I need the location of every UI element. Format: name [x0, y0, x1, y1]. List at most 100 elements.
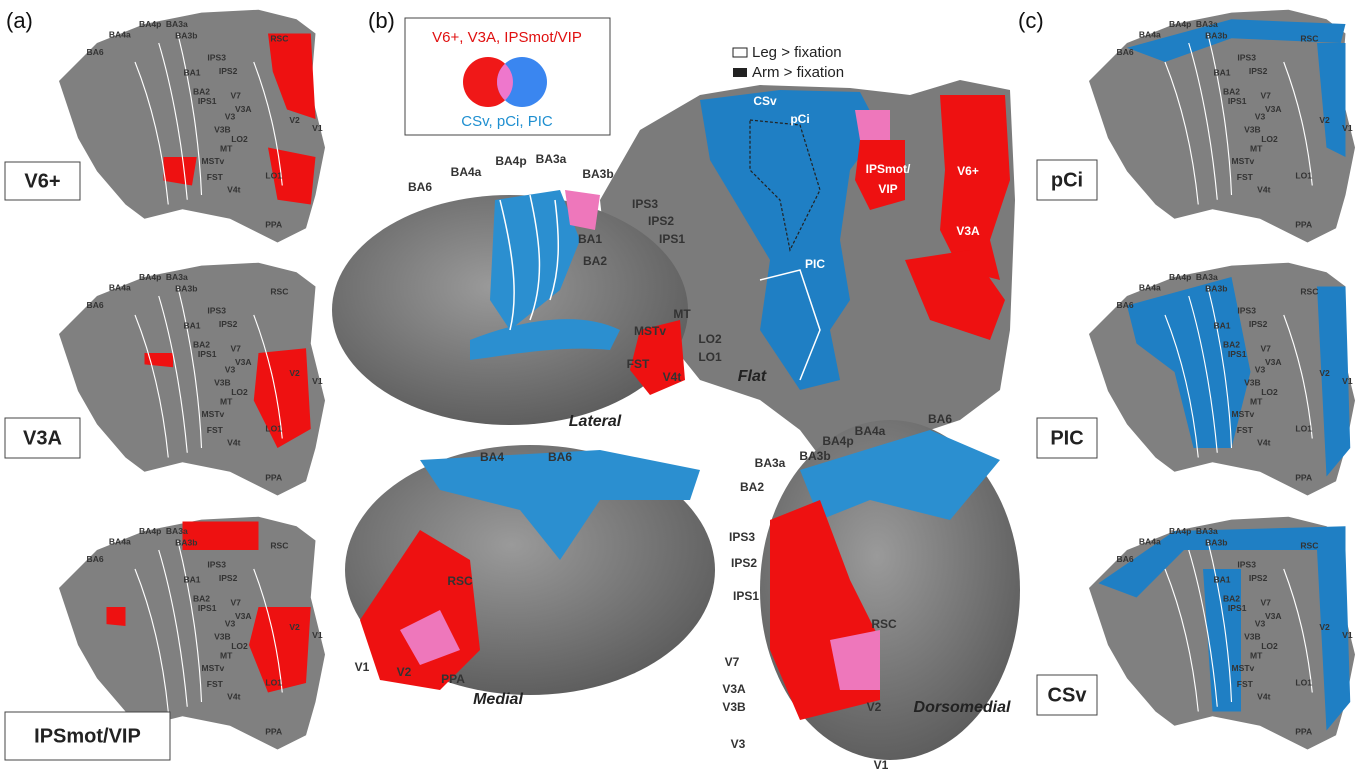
area-label: IPS2 [219, 573, 238, 583]
pink-patch [565, 190, 600, 230]
area-label: BA6 [87, 47, 104, 57]
area-label: IPS3 [207, 305, 226, 315]
area-label: FST [627, 357, 650, 371]
area-label: V7 [230, 90, 241, 100]
area-label: V3A [235, 611, 252, 621]
area-label: BA4a [109, 30, 131, 40]
area-label: BA3a [1196, 526, 1218, 536]
area-label: BA3a [1196, 272, 1218, 282]
area-label: V7 [1260, 343, 1271, 353]
area-label: MT [1250, 144, 1263, 154]
area-label: RSC [871, 617, 897, 631]
area-label: BA1 [578, 232, 602, 246]
area-label: PPA [265, 473, 282, 483]
area-label: IPS1 [1228, 603, 1247, 613]
flatmap: BA6BA4aBA4pBA3aBA3bRSCIPS3IPS2BA1BA2IPS1… [1089, 517, 1355, 750]
area-label: BA3a [166, 526, 188, 536]
area-label: V7 [725, 655, 740, 669]
figure: V6+, V3A, IPSmot/VIP CSv, pCi, PIC Leg >… [0, 0, 1359, 777]
area-label: V3A [235, 104, 252, 114]
area-label: BA4a [451, 165, 482, 179]
area-label: V7 [230, 343, 241, 353]
area-label: LO2 [698, 332, 722, 346]
area-label: V1 [355, 660, 370, 674]
area-label: BA1 [183, 321, 200, 331]
area-label: V6+ [957, 164, 979, 178]
area-label: MSTv [1232, 409, 1255, 419]
area-label: LO1 [265, 423, 282, 433]
area-label: BA4p [139, 19, 161, 29]
area-label: V3 [225, 364, 236, 374]
area-label: V1 [312, 630, 323, 640]
area-label: V3B [722, 700, 746, 714]
area-label: LO2 [1261, 134, 1278, 144]
area-label: BA3b [1205, 538, 1227, 548]
area-label: IPS3 [207, 52, 226, 62]
area-label: BA6 [928, 412, 952, 426]
area-label: MT [220, 651, 233, 661]
area-label: BA3b [175, 284, 197, 294]
area-label: V1 [1342, 376, 1353, 386]
area-label: BA2 [740, 480, 764, 494]
area-label: V3B [1244, 125, 1261, 135]
view-name: Lateral [569, 413, 622, 430]
area-label: BA4p [139, 526, 161, 536]
area-label: BA3b [1205, 31, 1227, 41]
area-label: V3 [225, 618, 236, 628]
area-label: IPS3 [729, 530, 755, 544]
area-label: IPS2 [1249, 66, 1268, 76]
area-label: LO1 [1295, 677, 1312, 687]
area-label: LO2 [231, 641, 248, 651]
area-label: IPS3 [207, 559, 226, 569]
area-label: LO1 [1295, 170, 1312, 180]
area-label: V3A [956, 224, 980, 238]
area-label: RSC [1300, 540, 1318, 550]
map-title: PIC [1050, 427, 1083, 449]
area-label: MSTv [634, 324, 666, 338]
area-label: BA3b [175, 31, 197, 41]
area-label: V3A [1265, 104, 1282, 114]
area-label: BA4a [855, 424, 886, 438]
area-label: V1 [1342, 630, 1353, 640]
area-label: IPS3 [1237, 52, 1256, 62]
area-label: V1 [312, 376, 323, 386]
area-label: PPA [265, 727, 282, 737]
area-label: BA1 [183, 575, 200, 585]
area-label: BA4a [1139, 283, 1161, 293]
area-label: PPA [265, 220, 282, 230]
area-label: V7 [1260, 90, 1271, 100]
area-label: PPA [441, 672, 465, 686]
area-label: CSv [753, 94, 777, 108]
area-label: BA1 [1213, 575, 1230, 585]
area-label: BA3a [755, 456, 786, 470]
area-label: LO2 [1261, 387, 1278, 397]
area-label: IPS3 [1237, 559, 1256, 569]
area-label: BA3b [799, 449, 830, 463]
area-label: IPS1 [1228, 96, 1247, 106]
area-label: FST [1237, 172, 1254, 182]
area-label: IPS1 [659, 232, 685, 246]
area-label: BA1 [1213, 321, 1230, 331]
area-label: FST [207, 679, 224, 689]
area-label: V4t [227, 185, 240, 195]
area-label: LO1 [698, 350, 722, 364]
area-label: BA3a [166, 272, 188, 282]
area-label: VIP [878, 182, 897, 196]
area-label: BA2 [1223, 340, 1240, 350]
medial-view [345, 445, 715, 695]
page: V6+, V3A, IPSmot/VIP CSv, pCi, PIC Leg >… [0, 0, 1359, 777]
pink-patch [855, 110, 890, 140]
area-label: BA6 [1117, 300, 1134, 310]
view-name: Flat [738, 368, 767, 385]
area-label: IPS3 [632, 197, 658, 211]
area-label: V3 [731, 737, 746, 751]
area-label: BA3b [582, 167, 613, 181]
area-label: BA4p [1169, 526, 1191, 536]
map-title: IPSmot/VIP [34, 725, 141, 747]
area-label: PPA [1295, 727, 1312, 737]
area-label: V2 [289, 368, 300, 378]
area-label: FST [207, 425, 224, 435]
area-label: BA6 [1117, 47, 1134, 57]
